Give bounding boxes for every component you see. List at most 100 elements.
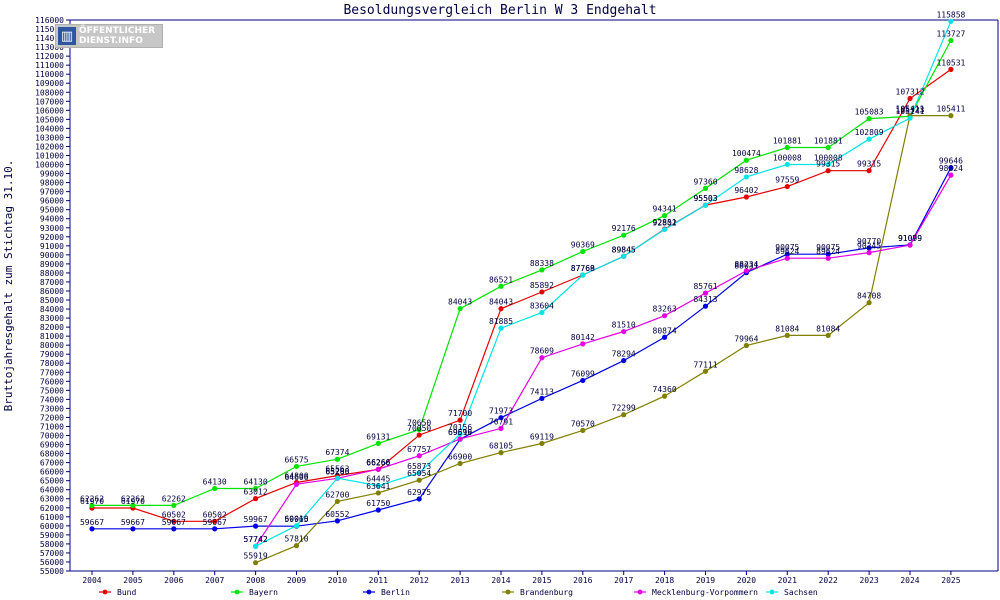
- data-label: 92802: [653, 219, 677, 228]
- data-label: 99315: [816, 160, 840, 169]
- data-point: [253, 496, 259, 502]
- data-label: 99315: [857, 160, 881, 169]
- data-point: [416, 453, 422, 459]
- data-point: [621, 357, 627, 364]
- data-point: [539, 395, 545, 401]
- y-tick-label: 63000: [40, 495, 64, 504]
- y-tick-label: 109000: [35, 79, 64, 88]
- y-tick-label: 67000: [40, 459, 64, 468]
- y-tick-label: 60000: [40, 522, 64, 531]
- data-label: 105141: [896, 107, 925, 116]
- data-point: [662, 213, 668, 219]
- data-point: [457, 306, 463, 312]
- data-point: [662, 226, 668, 233]
- data-point: [621, 253, 627, 259]
- data-point: [498, 283, 504, 289]
- y-tick-label: 113000: [35, 43, 64, 52]
- data-point: [866, 245, 872, 251]
- data-label: 69596: [448, 428, 472, 437]
- logo-line-2: DIENST.INFO: [79, 36, 143, 46]
- data-point: [866, 136, 872, 142]
- data-point: [743, 342, 750, 349]
- data-point: [539, 355, 545, 361]
- legend-label: Sachsen: [784, 588, 818, 597]
- data-label: 80142: [571, 333, 595, 342]
- data-label: 65265: [325, 467, 349, 476]
- data-point: [743, 268, 750, 274]
- y-tick-label: 86000: [40, 287, 64, 296]
- data-point: [416, 470, 422, 476]
- y-tick-label: 59000: [40, 531, 64, 540]
- data-label: 77111: [693, 360, 717, 369]
- data-label: 69619: [448, 428, 472, 437]
- x-tick-label: 2025: [941, 576, 960, 585]
- series-line-3: [255, 115, 951, 564]
- data-point: [580, 341, 586, 347]
- data-point: [907, 95, 913, 102]
- x-tick-label: 2024: [900, 576, 919, 585]
- legend-label: Bund: [117, 588, 136, 597]
- data-point: [171, 526, 177, 532]
- data-label: 86521: [489, 275, 513, 284]
- data-point: [702, 202, 709, 208]
- data-label: 89624: [775, 247, 799, 256]
- y-tick-label: 56000: [40, 558, 64, 567]
- data-point: [866, 168, 872, 174]
- data-label: 84313: [693, 295, 717, 304]
- data-point: [498, 306, 504, 312]
- y-tick-label: 61000: [40, 513, 64, 522]
- y-axis-label: Bruttojahresgehalt zum Stichtag 31.10.: [2, 160, 15, 412]
- data-point: [457, 431, 463, 437]
- x-tick-label: 2011: [369, 576, 388, 585]
- x-tick-label: 2005: [123, 576, 142, 585]
- legend-swatch-marker: [234, 589, 240, 595]
- data-label: 81510: [612, 321, 636, 330]
- data-label: 57742: [244, 535, 268, 544]
- data-label: 92851: [653, 218, 677, 227]
- x-tick-label: 2012: [410, 576, 429, 585]
- y-tick-label: 102000: [35, 142, 64, 151]
- x-tick-label: 2010: [328, 576, 347, 585]
- data-point: [948, 37, 954, 44]
- data-point: [375, 490, 381, 496]
- data-label: 105083: [855, 108, 884, 117]
- data-label: 83604: [530, 302, 554, 311]
- y-tick-label: 78000: [40, 359, 64, 368]
- data-point: [171, 518, 177, 524]
- data-label: 89845: [612, 245, 636, 254]
- data-point: [825, 168, 831, 174]
- data-label: 113727: [936, 30, 965, 39]
- x-tick-label: 2004: [82, 576, 101, 585]
- y-tick-label: 73000: [40, 404, 64, 413]
- data-label: 90369: [571, 241, 595, 250]
- data-label: 105411: [896, 105, 925, 114]
- y-tick-label: 70000: [40, 432, 64, 441]
- data-point: [621, 412, 627, 418]
- legend-label: Bayern: [249, 588, 278, 597]
- x-tick-label: 2018: [655, 576, 674, 585]
- y-tick-label: 107000: [35, 97, 64, 106]
- legend-label: Brandenburg: [520, 588, 573, 597]
- data-label: 78294: [612, 350, 636, 359]
- data-point: [375, 483, 381, 489]
- data-label: 63012: [244, 488, 268, 497]
- legend-swatch-marker: [366, 589, 372, 595]
- data-label: 105323: [896, 105, 925, 114]
- y-tick-label: 57000: [40, 549, 64, 558]
- y-tick-label: 106000: [35, 106, 64, 115]
- site-logo: ▥ ÖFFENTLICHER DIENST.INFO: [55, 24, 163, 48]
- data-point: [457, 460, 463, 467]
- data-point: [130, 526, 136, 532]
- data-point: [784, 183, 790, 190]
- data-label: 100008: [773, 153, 802, 162]
- data-point: [580, 248, 586, 255]
- data-point: [784, 251, 790, 257]
- data-point: [784, 144, 790, 151]
- data-point: [498, 450, 504, 456]
- y-tick-label: 101000: [35, 151, 64, 160]
- y-tick-label: 90000: [40, 251, 64, 260]
- series-line-1: [92, 40, 952, 506]
- data-point: [580, 272, 586, 278]
- data-label: 64130: [203, 478, 227, 487]
